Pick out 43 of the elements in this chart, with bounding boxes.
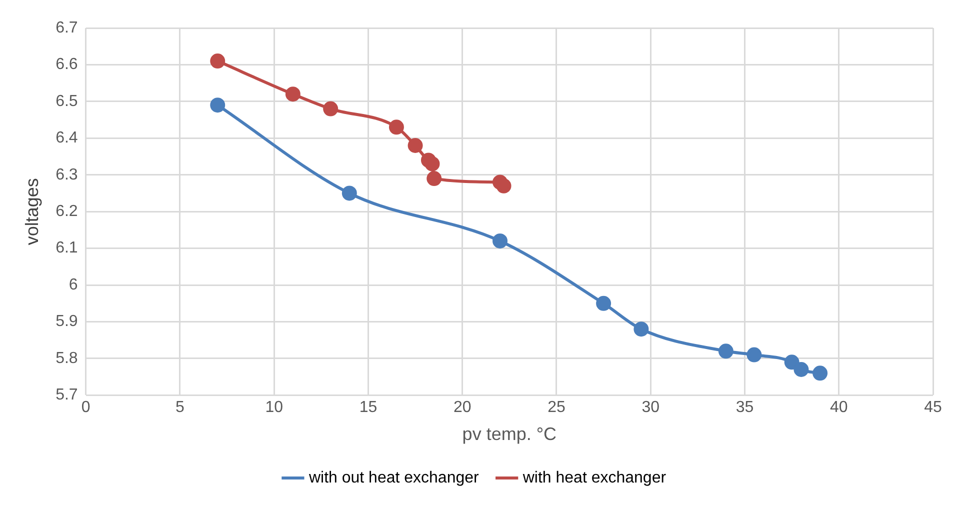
point — [634, 322, 649, 337]
x-axis-title: pv temp. °C — [462, 424, 557, 444]
y-tick-label: 5.8 — [56, 350, 78, 367]
x-tick-label: 35 — [736, 399, 754, 416]
point — [424, 156, 440, 172]
point — [388, 120, 404, 135]
x-tick-label: 45 — [924, 399, 942, 416]
y-axis-title: voltages — [22, 178, 42, 246]
y-tick-label: 5.9 — [56, 313, 78, 330]
y-tick-label: 6.5 — [56, 92, 78, 110]
x-tick-label: 30 — [642, 399, 660, 416]
y-tick-label: 6.7 — [56, 19, 78, 36]
y-tick-label: 6.1 — [56, 240, 78, 257]
point — [492, 233, 508, 248]
y-tick-label: 6.6 — [56, 56, 78, 74]
point — [596, 296, 612, 311]
y-tick-label: 6.3 — [56, 166, 78, 184]
point — [285, 86, 300, 102]
x-tick-label: 0 — [81, 399, 90, 416]
point — [746, 347, 762, 362]
point — [342, 186, 357, 201]
x-tick-label: 5 — [176, 399, 185, 416]
x-tick-label: 25 — [548, 399, 566, 416]
y-tick-label: 6 — [68, 276, 78, 294]
point — [718, 344, 734, 359]
point — [812, 366, 828, 381]
y-tick-label: 6.4 — [56, 130, 78, 147]
point — [210, 54, 226, 69]
point — [323, 101, 338, 116]
point — [794, 362, 809, 377]
point — [210, 98, 226, 113]
y-tick-label: 6.2 — [56, 203, 78, 220]
point — [784, 354, 800, 370]
legend-label: with out heat exchanger — [308, 469, 480, 486]
x-tick-label: 15 — [359, 399, 378, 416]
point — [426, 171, 442, 186]
point — [496, 178, 512, 194]
legend-label: with heat exchanger — [522, 469, 667, 486]
y-tick-label: 5.7 — [56, 386, 78, 404]
x-tick-label: 40 — [830, 399, 848, 416]
point — [408, 138, 423, 154]
x-tick-label: 10 — [265, 399, 284, 416]
x-tick-label: 20 — [453, 399, 472, 416]
